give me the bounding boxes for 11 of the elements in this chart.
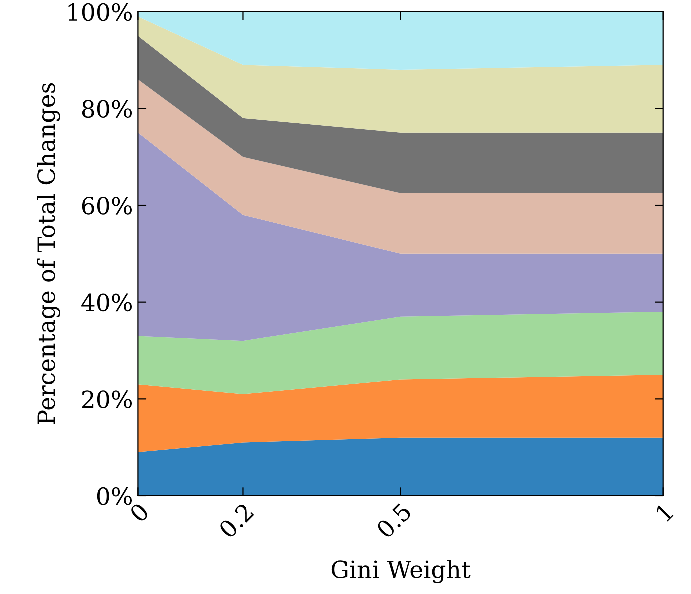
x-axis-title: Gini Weight — [332, 560, 471, 584]
x-tick-label: 1 — [655, 504, 674, 522]
y-tick-label: 100% — [68, 3, 132, 22]
y-tick-label: 0% — [97, 487, 132, 506]
y-tick-label: 60% — [82, 196, 132, 215]
y-axis-title: Percentage of Total Changes — [37, 83, 60, 424]
y-tick-label: 80% — [82, 100, 132, 118]
x-tick-label: 0.2 — [218, 502, 255, 540]
y-tick-label: 20% — [82, 390, 132, 408]
x-tick-label: 0.5 — [376, 502, 412, 540]
y-tick-label: 40% — [82, 294, 132, 312]
